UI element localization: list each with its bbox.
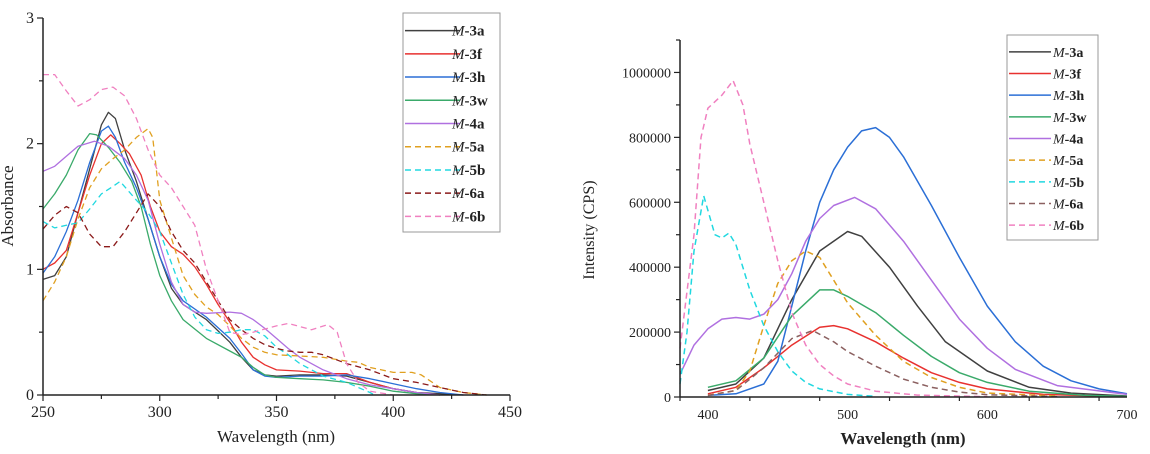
- pl-legend: M-3a M-3f M-3h M-3w M-4a M-5a M-5b M-6a M-6b: [1006, 34, 1099, 241]
- pl-y-tick-label: 600000: [629, 196, 671, 211]
- uv-legend-box: [402, 12, 501, 233]
- pl-x-tick-label: 500: [837, 408, 858, 423]
- uv-series-line-m-5b: [42, 180, 375, 396]
- uv-legend-label: M-3f: [451, 47, 483, 63]
- uv-y-tick-label: 3: [26, 10, 34, 27]
- uv-x-tick-label: 250: [31, 404, 55, 421]
- pl-legend-label: M-3a: [1052, 46, 1083, 61]
- uv-x-tick-label: 350: [265, 404, 289, 421]
- y-axis-label-absorbance: Absorbance: [0, 165, 17, 246]
- uv-x-tick-label: 450: [498, 404, 522, 421]
- uv-legend-label: M-5a: [451, 140, 485, 156]
- uv-series-line-m-4a: [42, 140, 440, 396]
- uv-series-line-m-3w: [42, 132, 440, 396]
- uv-x-tick-label: 300: [148, 404, 172, 421]
- uv-series-line-m-3a: [42, 111, 464, 396]
- pl-legend-label: M-3w: [1052, 111, 1087, 126]
- uv-series-line-m-5a: [42, 127, 487, 396]
- pl-series-line-m-5a: [707, 250, 1058, 397]
- pl-legend-label: M-6b: [1052, 219, 1084, 234]
- uv-series-line-m-3h: [42, 125, 464, 396]
- uv-chart: 250 300 350 400 4500123M-3aM-3fM-3hM-3wM-4aM…: [26, 10, 522, 421]
- pl-x-tick-label: 400: [697, 408, 718, 423]
- y-axis-label-intensity: Intensity (CPS): [581, 180, 598, 279]
- uv-y-tick-label: 1: [26, 261, 34, 278]
- pl-y-tick-label: 200000: [629, 326, 671, 341]
- uv-series-line-m-6a: [42, 193, 487, 396]
- uv-legend-label: M-6b: [451, 209, 485, 225]
- pl-y-tick-label: 800000: [629, 131, 671, 146]
- pl-series-line-m-6a: [707, 329, 1058, 398]
- pl-legend-label: M-3f: [1052, 68, 1081, 83]
- x-axis-label-intensity: Wavelength (nm): [840, 429, 965, 448]
- pl-y-tick-label: 1000000: [622, 66, 671, 81]
- uv-legend-label: M-4a: [451, 117, 485, 133]
- uv-y-tick-label: 2: [26, 136, 34, 153]
- pl-legend-label: M-5a: [1052, 154, 1083, 169]
- uv-legend: M-3a M-3f M-3h M-3w M-4a M-5a M-5b M-6a M-6b: [402, 12, 501, 233]
- x-axis-label-absorbance: Wavelength (nm): [217, 427, 335, 446]
- uv-y-tick-label: 0: [26, 387, 34, 404]
- uv-legend-label: M-5b: [451, 163, 485, 179]
- pl-series-line-m-4a: [679, 196, 1128, 396]
- pl-y-tick-label: 0: [664, 391, 671, 406]
- pl-series-line-m-5b: [679, 195, 876, 398]
- uv-x-tick-label: 400: [381, 404, 405, 421]
- pl-legend-label: M-6a: [1052, 198, 1083, 213]
- pl-x-tick-label: 700: [1117, 408, 1138, 423]
- pl-series-line-m-3a: [707, 230, 1128, 397]
- pl-series-line-m-6b: [679, 79, 988, 398]
- pl-legend-label: M-4a: [1052, 133, 1083, 148]
- pl-y-tick-label: 400000: [629, 261, 671, 276]
- pl-legend-box: [1006, 34, 1099, 241]
- uv-legend-label: M-6a: [451, 186, 485, 202]
- uv-series-line-m-3f: [42, 134, 440, 396]
- pl-legend-label: M-3h: [1052, 89, 1084, 104]
- uv-legend-label: M-3w: [451, 93, 488, 109]
- pl-series-line-m-3w: [707, 289, 1128, 398]
- pl-legend-label: M-5b: [1052, 176, 1084, 191]
- uv-legend-label: M-3a: [451, 24, 485, 40]
- pl-chart: 400 500 600 700 0 200000 400000 600000 800000 100…: [622, 34, 1138, 423]
- pl-series-line-m-3h: [707, 126, 1128, 397]
- pl-x-tick-label: 600: [977, 408, 998, 423]
- uv-legend-label: M-3h: [451, 70, 486, 86]
- uv-series-line-m-6b: [43, 73, 394, 396]
